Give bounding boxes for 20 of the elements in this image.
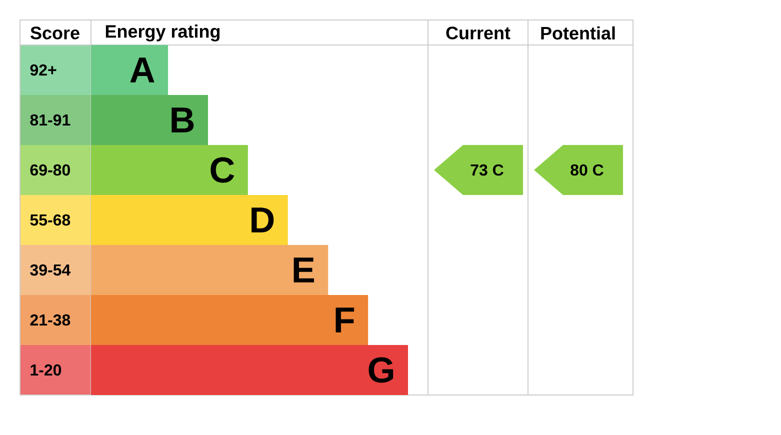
text: Score	[30, 26, 80, 40]
text: 21-38	[30, 314, 70, 326]
y-tick-label: G	[368, 357, 394, 383]
y-tick-label: E	[294, 258, 314, 282]
y-tick-label: D	[252, 208, 274, 232]
y-tick-label: F	[336, 308, 354, 332]
text: 80 C	[570, 164, 604, 176]
text: Potential	[541, 26, 615, 40]
text: Current	[446, 26, 510, 40]
text: 39-54	[30, 264, 71, 276]
text: 1-20	[30, 364, 62, 376]
text: 69-80	[30, 164, 70, 176]
text: 73 C	[470, 164, 504, 176]
y-tick-label: A	[130, 58, 154, 82]
text: 92+	[30, 64, 56, 76]
text: 55-68	[30, 214, 70, 226]
y-tick-label: B	[172, 108, 194, 132]
text: 81-91	[30, 114, 70, 126]
text: Energy rating	[106, 24, 220, 42]
y-tick-label: C	[210, 157, 234, 183]
